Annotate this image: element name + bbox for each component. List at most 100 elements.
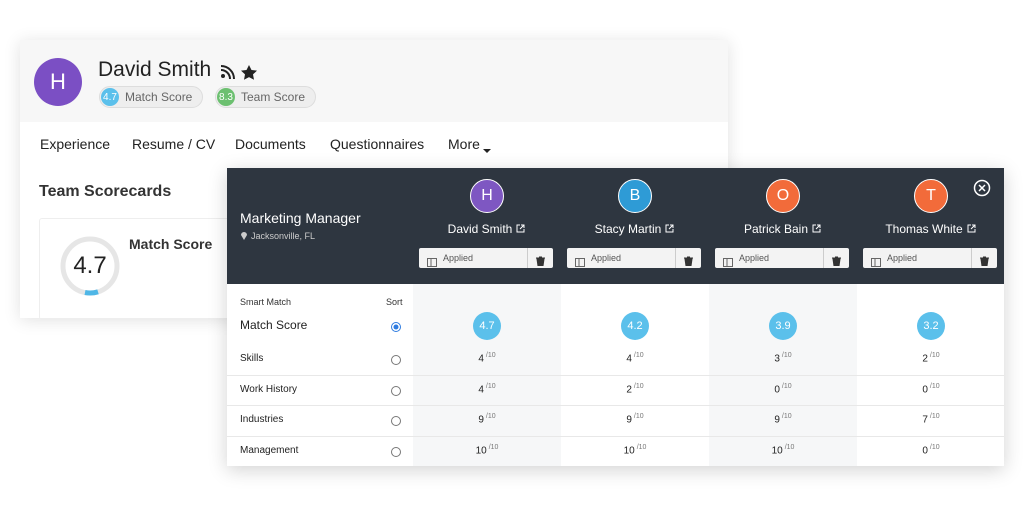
match-score: 3.2 [917,312,945,340]
status-divider [971,248,972,268]
status-icon [427,254,437,272]
score-value: 9 [626,414,632,426]
score-max: /10 [929,382,940,390]
tab[interactable]: Experience [40,136,111,152]
score-value: 10 [771,445,783,457]
score-max: /10 [781,382,792,390]
status-label[interactable]: Applied [739,253,770,263]
profile-header [20,40,728,122]
tab[interactable]: Questionnaires [330,136,425,152]
candidate-avatar: H [470,179,504,213]
tab[interactable]: More [448,136,480,152]
row-divider [227,405,1004,407]
score-cell: 9/10 [457,413,517,425]
score-max: /10 [485,413,496,421]
status-label[interactable]: Applied [443,253,474,263]
score-cell: 9/10 [753,413,813,425]
caret [483,142,491,160]
score-max: /10 [636,444,647,452]
status-icon [575,254,585,272]
score-max: /10 [488,444,499,452]
delete-button[interactable] [980,253,989,271]
score-value: 9 [774,414,780,426]
score-max: /10 [485,382,496,390]
card-score: 4.7 [73,252,107,279]
sort-radio[interactable] [390,320,402,338]
status-divider [527,248,528,268]
row-label: Skills [240,353,264,364]
score-max: /10 [929,444,940,452]
status-box [419,248,553,268]
pin-icon [241,232,247,240]
score-cell: 2/10 [901,352,961,364]
smart-match-label: Smart Match [240,297,292,307]
match-score: 4.7 [473,312,501,340]
sort-radio[interactable] [390,353,402,371]
candidate-name[interactable]: David Smith [407,222,567,236]
score-max: /10 [781,352,792,359]
candidate-avatar: T [914,179,948,213]
sort-label: Sort [386,297,403,307]
status-box [567,248,701,268]
candidate-name[interactable]: Patrick Bain [703,222,863,236]
score-cell: 0/10 [901,383,961,395]
candidate-avatar: B [618,179,652,213]
score-cell: 0/10 [901,444,961,456]
sort-radio[interactable] [390,445,402,463]
score-value: 2 [922,353,928,365]
score-max: /10 [633,382,644,390]
status-label[interactable]: Applied [887,253,918,263]
tab[interactable]: Documents [235,136,306,152]
match-label: Match Score [125,90,193,104]
status-label[interactable]: Applied [591,253,622,263]
match-score: 3.9 [769,312,797,340]
score-cell: 0/10 [753,383,813,395]
score-value: 10 [475,445,487,457]
score-value: 0 [774,384,780,396]
row-label: Management [240,445,299,457]
delete-button[interactable] [832,253,841,271]
match-score: 4.2 [621,312,649,340]
score-cell: 9/10 [605,413,665,425]
candidate-name: David Smith [98,58,212,81]
score-max: /10 [781,413,792,421]
match-score: 4.7 [101,88,119,106]
profile-icons[interactable] [220,64,260,80]
row-divider [227,374,1004,376]
score-value: 2 [626,384,632,396]
candidate-name[interactable]: Thomas White [851,222,1011,236]
sort-radio[interactable] [390,384,402,402]
sort-radio[interactable] [390,414,402,432]
score-max: /10 [929,352,940,359]
score-value: 4 [478,384,484,396]
delete-button[interactable] [684,253,693,271]
comparison-panel [227,168,1004,466]
score-value: 10 [623,445,635,457]
delete-button[interactable] [536,253,545,271]
match-pill: 4.7 Match Score [99,86,204,108]
score-value: 0 [922,445,928,457]
row-label: Match Score [240,318,308,332]
status-icon [723,254,733,272]
close-button[interactable] [973,179,991,197]
status-divider [823,248,824,268]
score-cell: 7/10 [901,413,961,425]
row-divider [227,436,1004,438]
candidate-name[interactable]: Stacy Martin [555,222,715,236]
score-max: /10 [784,444,795,452]
score-max: /10 [485,352,496,359]
status-box [863,248,997,268]
score-cell: 4/10 [457,383,517,395]
score-max: /10 [633,413,644,421]
card-label: Match Score [129,236,213,252]
score-value: 3 [774,353,780,365]
row-label: Work History [240,383,298,395]
tab[interactable]: Resume / CV [132,136,216,152]
row-label: Industries [240,414,284,426]
score-cell: 2/10 [605,383,665,395]
score-cell: 10/10 [457,444,517,456]
score-cell: 10/10 [605,444,665,456]
score-value: 9 [478,414,484,426]
score-max: /10 [633,352,644,359]
